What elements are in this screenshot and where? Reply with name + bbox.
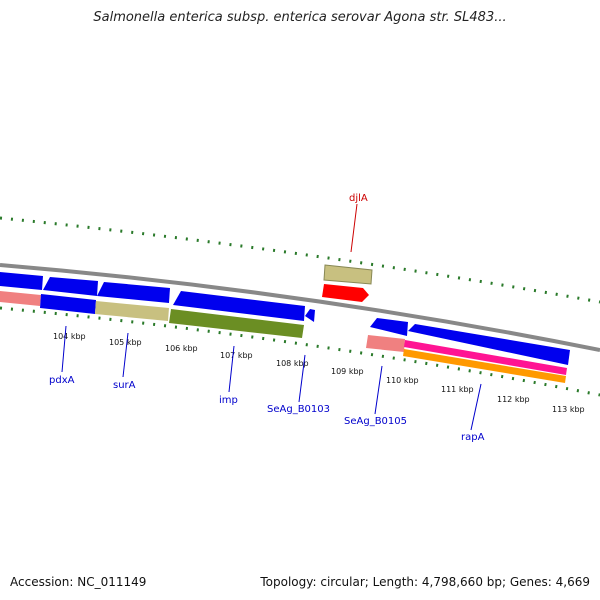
gene-cds-3[interactable]: [97, 282, 170, 303]
map-title: Salmonella enterica subsp. enterica sero…: [93, 10, 507, 25]
accession-text: Accession: NC_011149: [10, 575, 147, 589]
gene-rapA-orange[interactable]: [403, 349, 566, 383]
gene-label-SeAg_B0103[interactable]: SeAg_B0103: [267, 404, 330, 415]
genome-backbone: [0, 263, 600, 352]
gene-leader-lines: [61, 325, 482, 431]
gene-rapA-cds[interactable]: [408, 324, 570, 365]
gene-imp[interactable]: [169, 309, 304, 338]
tick-label-108: 108 kbp: [276, 359, 309, 368]
gene-label-rapA[interactable]: rapA: [461, 432, 485, 443]
gene-cds-4[interactable]: [173, 291, 305, 321]
tick-label-105: 105 kbp: [109, 338, 142, 347]
tick-label-111: 111 kbp: [441, 385, 474, 394]
tick-label-113: 113 kbp: [552, 405, 585, 414]
gene-cds-5[interactable]: [305, 309, 315, 322]
gene-pdxA-salmon[interactable]: [0, 291, 41, 306]
tick-label-109: 109 kbp: [331, 367, 364, 376]
gene-label-pdxA[interactable]: pdxA: [49, 375, 75, 386]
gene-djlA-tan[interactable]: [323, 264, 373, 285]
genome-stats-text: Topology: circular; Length: 4,798,660 bp…: [260, 575, 590, 589]
gene-SeAg_B0105[interactable]: [366, 335, 405, 352]
gene-rapA-magenta[interactable]: [404, 340, 567, 375]
tick-label-112: 112 kbp: [497, 395, 530, 404]
gene-label-SeAg_B0105[interactable]: SeAg_B0105: [344, 416, 407, 427]
tick-label-106: 106 kbp: [165, 344, 198, 353]
gene-cds-1[interactable]: [0, 272, 43, 290]
gene-label-imp[interactable]: imp: [219, 395, 238, 406]
tick-label-104: 104 kbp: [53, 332, 86, 341]
gene-label-djlA[interactable]: djlA: [349, 193, 368, 204]
gene-label-surA[interactable]: surA: [113, 380, 136, 391]
gene-surA[interactable]: [95, 301, 169, 321]
gene-djlA-cds[interactable]: [322, 284, 369, 302]
tick-label-107: 107 kbp: [220, 351, 253, 360]
djlA-leader-line: [350, 203, 358, 253]
gene-pdxA-cds[interactable]: [40, 294, 96, 314]
tick-label-110: 110 kbp: [386, 376, 419, 385]
gene-cds-6[interactable]: [370, 318, 408, 336]
gene-cds-2[interactable]: [43, 277, 98, 296]
